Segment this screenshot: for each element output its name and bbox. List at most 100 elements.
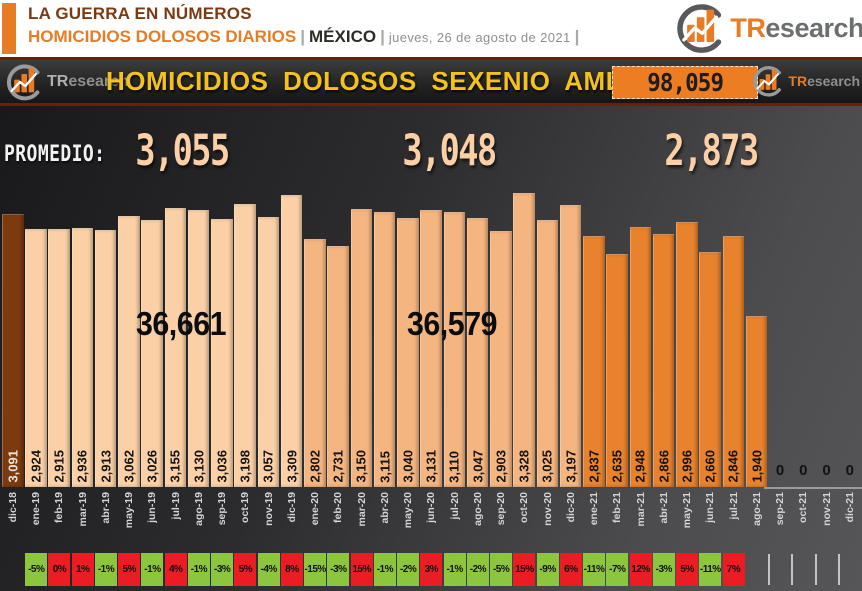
chart-column-abr-21: 2,866 abr-21 -3% [652, 106, 675, 591]
bar-mar-19: 2,936 [71, 228, 94, 487]
month-label: abr-21 [657, 492, 670, 524]
sexenio-total-box: 98,059 [612, 66, 758, 99]
month-label: mar-19 [76, 492, 89, 527]
date-label: jueves, 26 de agosto de 2021 [388, 30, 571, 45]
pct-change-abr-19: -1% [94, 553, 117, 586]
bar-value: 2,915 [51, 450, 67, 483]
bar-value-zero: 0 [799, 462, 808, 479]
bar-ago-21: 1,940 [745, 316, 768, 487]
bar-value: 3,328 [516, 450, 532, 483]
bar-value: 3,198 [237, 450, 253, 483]
bar-dic-18: 3,091 [2, 214, 24, 487]
month-label: ene-21 [588, 492, 601, 526]
bar-ene-19: 2,924 [25, 229, 47, 487]
bar-nov-19: 3,057 [257, 217, 280, 487]
pct-change-nov-20: -9% [536, 553, 559, 586]
bar-dic-19: 3,309 [280, 195, 303, 487]
bar-value: 2,913 [98, 450, 114, 483]
bar-value: 3,036 [214, 450, 230, 483]
subtitle: HOMICIDIOS DOLOSOS DIARIOS [28, 27, 297, 46]
pct-change-jul-19: 4% [164, 553, 187, 586]
bar-may-21: 2,996 [676, 222, 698, 487]
chart-column-jun-20: 3,131 jun-20 3% [420, 106, 443, 591]
bar-value: 3,110 [446, 451, 462, 483]
brand-suffix: esearch [765, 12, 862, 43]
month-label: nov-19 [262, 492, 275, 526]
tresearch-logo-dark-small: TResearch [750, 64, 860, 98]
bar-value: 2,837 [586, 450, 602, 483]
bar-value-zero: 0 [822, 462, 831, 479]
chart-column-oct-20: 3,328 oct-20 15% [513, 106, 536, 591]
orange-accent-strip [2, 3, 16, 54]
chart-column-dic-18: 3,091 dic-18 [2, 106, 24, 591]
chart-column-ago-21: 1,940 ago-21 [745, 106, 768, 591]
header: LA GUERRA EN NÚMEROS HOMICIDIOS DOLOSOS … [0, 0, 862, 57]
bar-value: 1,940 [749, 450, 765, 483]
month-label: mar-20 [355, 492, 368, 527]
month-label: oct-21 [797, 492, 810, 523]
bar-nov-20: 3,025 [536, 220, 559, 487]
bar-value: 3,091 [5, 450, 21, 483]
bar-jul-20: 3,110 [443, 212, 466, 487]
bar-value: 3,131 [423, 450, 439, 483]
sexenio-total-value: 98,059 [647, 68, 724, 97]
chart-column-nov-20: 3,025 nov-20 -9% [536, 106, 559, 591]
axis-baseline [764, 487, 862, 489]
subtitle-row: HOMICIDIOS DOLOSOS DIARIOS | MÉXICO | jueves… [28, 27, 583, 47]
chart-column-oct-19: 3,198 oct-19 5% [234, 106, 257, 591]
bar-mar-21: 2,948 [629, 227, 652, 487]
tresearch-wordmark: TResearch [47, 73, 129, 91]
month-label: jun-19 [146, 492, 159, 523]
chart-column-ene-21: 2,837 ene-21 -11% [583, 106, 606, 591]
chart-column-ene-19: 2,924 ene-19 -5% [25, 106, 48, 591]
promedio-label: PROMEDIO: [4, 142, 106, 167]
month-label: jul-19 [169, 492, 182, 520]
month-label: sep-19 [216, 492, 229, 526]
month-label: mar-21 [634, 492, 647, 527]
bar-value: 3,026 [144, 450, 160, 483]
pct-change-jun-19: -1% [141, 553, 164, 586]
tresearch-chart-icon [672, 1, 726, 55]
bar-sep-20: 2,903 [490, 231, 512, 487]
month-label: oct-20 [518, 492, 531, 523]
chart-column-feb-20: 2,731 feb-20 -3% [327, 106, 350, 591]
tresearch-wordmark: TResearch [788, 73, 860, 89]
pct-change-oct-20: 15% [513, 553, 536, 586]
pct-change-jul-20: -1% [443, 553, 466, 586]
bar-value: 2,903 [493, 450, 509, 483]
month-label: sep-21 [774, 492, 787, 526]
bar-value: 3,047 [470, 450, 486, 483]
pct-change-feb-20: -3% [327, 553, 350, 586]
chart-column-nov-19: 3,057 nov-19 -4% [257, 106, 280, 591]
pct-separator [768, 554, 771, 585]
chart-column-sep-21: 0 sep-21 [768, 106, 791, 591]
pct-change-feb-21: -7% [606, 553, 629, 586]
chart-column-jul-21: 2,846 jul-21 7% [722, 106, 745, 591]
pct-change-dic-19: 8% [280, 553, 303, 586]
pct-separator [791, 554, 794, 585]
chart-column-nov-21: 0 nov-21 [814, 106, 838, 591]
bar-value: 3,197 [563, 450, 579, 483]
bar-value: 2,924 [28, 450, 44, 483]
bar-value: 3,062 [121, 450, 137, 483]
bar-value: 3,025 [539, 450, 555, 483]
bar-jul-21: 2,846 [722, 236, 745, 487]
pct-change-ene-21: -11% [583, 553, 606, 586]
tresearch-wordmark: TResearch [730, 13, 862, 44]
bar-abr-21: 2,866 [652, 234, 675, 487]
pct-change-ago-19: -1% [187, 553, 210, 586]
month-label: jul-21 [727, 492, 740, 520]
pct-change-may-21: 5% [676, 553, 699, 586]
chart-column-sep-20: 2,903 sep-20 -5% [490, 106, 513, 591]
month-label: dic-18 [7, 492, 19, 523]
pct-change-jul-21: 7% [722, 553, 745, 586]
bar-feb-19: 2,915 [48, 229, 70, 487]
annual-total-2019: 36,661 [135, 305, 227, 342]
pct-change-jun-20: 3% [420, 553, 443, 586]
tresearch-chart-icon [750, 64, 784, 98]
pct-change-abr-21: -3% [652, 553, 675, 586]
chart-column-mar-19: 2,936 mar-19 1% [71, 106, 94, 591]
bar-mar-20: 3,150 [350, 209, 373, 487]
main-title: LA GUERRA EN NÚMEROS [28, 4, 252, 23]
